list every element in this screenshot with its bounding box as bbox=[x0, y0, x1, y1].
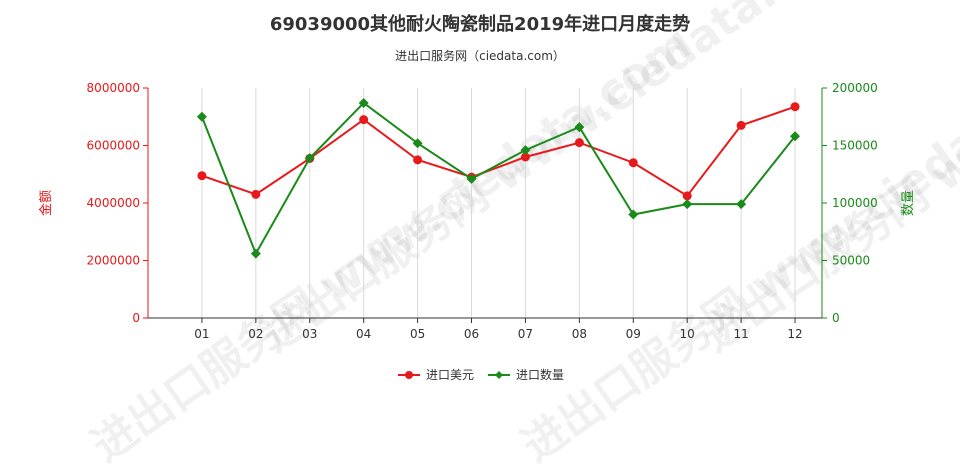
line-chart: 0 2000000 4000000 6000000 8000000 0 50000 10000… bbox=[38, 81, 916, 382]
y-right-axis-title: 数量 bbox=[901, 190, 916, 216]
legend-marker bbox=[495, 371, 503, 379]
data-point-series-1 bbox=[628, 158, 638, 168]
chart-title: 69039000其他耐火陶瓷制品2019年进口月度走势 bbox=[269, 14, 691, 35]
data-point-series-1 bbox=[574, 138, 584, 148]
data-point-series-2 bbox=[790, 131, 801, 142]
y-left-tick-label: 8000000 bbox=[87, 81, 140, 95]
data-point-series-2 bbox=[628, 209, 639, 220]
data-point-series-2 bbox=[682, 199, 693, 210]
data-point-series-2 bbox=[304, 153, 315, 164]
data-point-series-1 bbox=[413, 155, 423, 165]
data-point-series-1 bbox=[359, 115, 369, 125]
data-point-series-2 bbox=[412, 138, 423, 149]
data-point-series-2 bbox=[250, 248, 261, 259]
data-point-series-1 bbox=[251, 189, 261, 199]
x-tick-label: 02 bbox=[248, 327, 263, 341]
series-line-2 bbox=[200, 101, 796, 256]
data-point-series-2 bbox=[358, 97, 369, 108]
y-right-tick-label: 200000 bbox=[832, 81, 878, 95]
data-point-series-1 bbox=[790, 102, 800, 112]
y-left-axis-title: 金额 bbox=[38, 190, 54, 216]
y-right-tick-label: 150000 bbox=[832, 139, 878, 153]
y-right-tick-label: 50000 bbox=[832, 254, 870, 268]
legend-marker bbox=[405, 371, 413, 379]
legend-label: 进口美元 bbox=[426, 368, 474, 382]
x-tick-label: 09 bbox=[626, 327, 641, 341]
legend-label: 进口数量 bbox=[516, 367, 564, 382]
chart-subtitle: 进出口服务网（ciedata.com） bbox=[395, 49, 565, 63]
data-point-series-1 bbox=[197, 171, 207, 181]
data-point-series-1 bbox=[520, 152, 530, 162]
data-point-series-2 bbox=[196, 111, 207, 122]
y-left-tick-label: 2000000 bbox=[87, 254, 140, 268]
y-left-tick-label: 6000000 bbox=[87, 139, 140, 153]
y-left-tick-label: 0 bbox=[132, 311, 140, 325]
data-point-series-1 bbox=[682, 191, 692, 201]
x-tick-label: 05 bbox=[410, 327, 425, 341]
y-right-tick-label: 100000 bbox=[832, 196, 878, 210]
x-tick-label: 03 bbox=[302, 327, 317, 341]
x-tick-label: 01 bbox=[194, 327, 209, 341]
x-tick-label: 12 bbox=[787, 327, 802, 341]
y-right-tick-label: 0 bbox=[832, 311, 840, 325]
x-tick-label: 04 bbox=[356, 327, 371, 341]
y-left-tick-label: 4000000 bbox=[87, 196, 140, 210]
data-point-series-2 bbox=[520, 145, 531, 156]
data-point-series-1 bbox=[736, 120, 746, 130]
x-tick-label: 11 bbox=[733, 327, 748, 341]
data-point-series-2 bbox=[574, 122, 585, 133]
x-tick-label: 07 bbox=[518, 327, 533, 341]
x-tick-label: 08 bbox=[572, 327, 587, 341]
data-point-series-2 bbox=[466, 173, 477, 184]
data-point-series-2 bbox=[736, 199, 747, 210]
x-tick-label: 06 bbox=[464, 327, 479, 341]
series-line-1 bbox=[201, 105, 796, 198]
x-tick-label: 10 bbox=[680, 327, 695, 341]
